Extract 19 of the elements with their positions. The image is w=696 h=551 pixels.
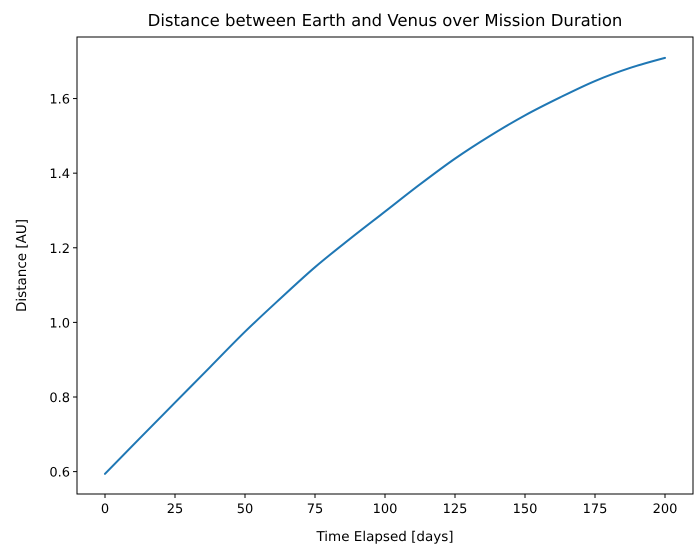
x-tick-label: 0 xyxy=(100,502,110,517)
y-tick-label: 1.0 xyxy=(49,316,70,332)
x-tick-label: 175 xyxy=(582,502,608,517)
x-tick-label: 25 xyxy=(166,502,184,517)
x-tick-label: 100 xyxy=(372,502,398,517)
y-tick-label: 0.6 xyxy=(49,466,70,481)
x-tick-label: 200 xyxy=(652,502,678,517)
y-tick-label: 1.2 xyxy=(49,242,70,257)
x-tick-label: 50 xyxy=(236,502,254,517)
line-series xyxy=(104,56,666,475)
y-tick-label: 1.4 xyxy=(49,167,70,182)
y-tick-label: 1.6 xyxy=(49,92,70,108)
x-axis-title: Time Elapsed [days] xyxy=(315,529,454,545)
y-axis-title: Distance [AU] xyxy=(14,219,30,312)
x-tick-label: 125 xyxy=(442,502,468,517)
y-tick-label: 0.8 xyxy=(49,391,70,406)
x-tick-label: 150 xyxy=(512,502,538,517)
x-tick-label: 75 xyxy=(306,502,324,517)
chart-title: Distance between Earth and Venus over Mission Duration xyxy=(148,11,622,30)
